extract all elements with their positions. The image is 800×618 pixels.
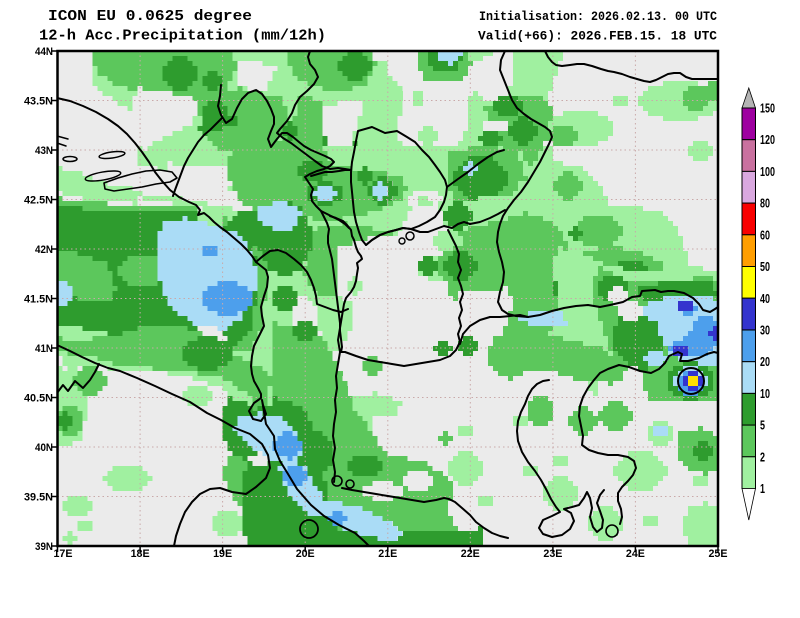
svg-text:1: 1 xyxy=(760,481,765,496)
svg-text:20: 20 xyxy=(760,354,770,369)
svg-text:18E: 18E xyxy=(131,548,150,560)
svg-text:60: 60 xyxy=(760,227,770,242)
svg-text:23E: 23E xyxy=(543,548,562,560)
svg-text:40N: 40N xyxy=(35,442,53,454)
svg-text:100: 100 xyxy=(760,164,775,179)
svg-text:42N: 42N xyxy=(35,244,53,256)
svg-text:17E: 17E xyxy=(54,548,73,560)
svg-text:43.5N: 43.5N xyxy=(24,96,53,108)
svg-text:21E: 21E xyxy=(378,548,397,560)
svg-text:40.5N: 40.5N xyxy=(24,393,53,405)
svg-text:39N: 39N xyxy=(35,541,53,553)
svg-text:42.5N: 42.5N xyxy=(24,195,53,207)
svg-text:40: 40 xyxy=(760,291,770,306)
svg-text:30: 30 xyxy=(760,323,770,338)
svg-text:24E: 24E xyxy=(626,548,645,560)
svg-text:120: 120 xyxy=(760,132,775,147)
svg-text:39.5N: 39.5N xyxy=(24,492,53,504)
svg-text:Valid(+66): 2026.FEB.15. 18 UT: Valid(+66): 2026.FEB.15. 18 UTC xyxy=(478,29,717,44)
svg-text:Initialisation: 2026.02.13. 00: Initialisation: 2026.02.13. 00 UTC xyxy=(479,9,717,24)
svg-text:22E: 22E xyxy=(461,548,480,560)
svg-text:41.5N: 41.5N xyxy=(24,294,53,306)
svg-text:25E: 25E xyxy=(709,548,728,560)
svg-text:5: 5 xyxy=(760,418,765,433)
svg-text:43N: 43N xyxy=(35,145,53,157)
svg-text:10: 10 xyxy=(760,386,770,401)
svg-text:50: 50 xyxy=(760,259,770,274)
svg-text:80: 80 xyxy=(760,196,770,211)
svg-text:12-h Acc.Precipitation (mm/12h: 12-h Acc.Precipitation (mm/12h) xyxy=(39,28,326,45)
svg-text:20E: 20E xyxy=(296,548,315,560)
svg-text:44N: 44N xyxy=(35,46,53,58)
svg-text:ICON EU 0.0625 degree: ICON EU 0.0625 degree xyxy=(48,8,252,25)
svg-text:2: 2 xyxy=(760,449,765,464)
svg-text:41N: 41N xyxy=(35,343,53,355)
svg-text:150: 150 xyxy=(760,101,775,116)
svg-text:19E: 19E xyxy=(213,548,232,560)
